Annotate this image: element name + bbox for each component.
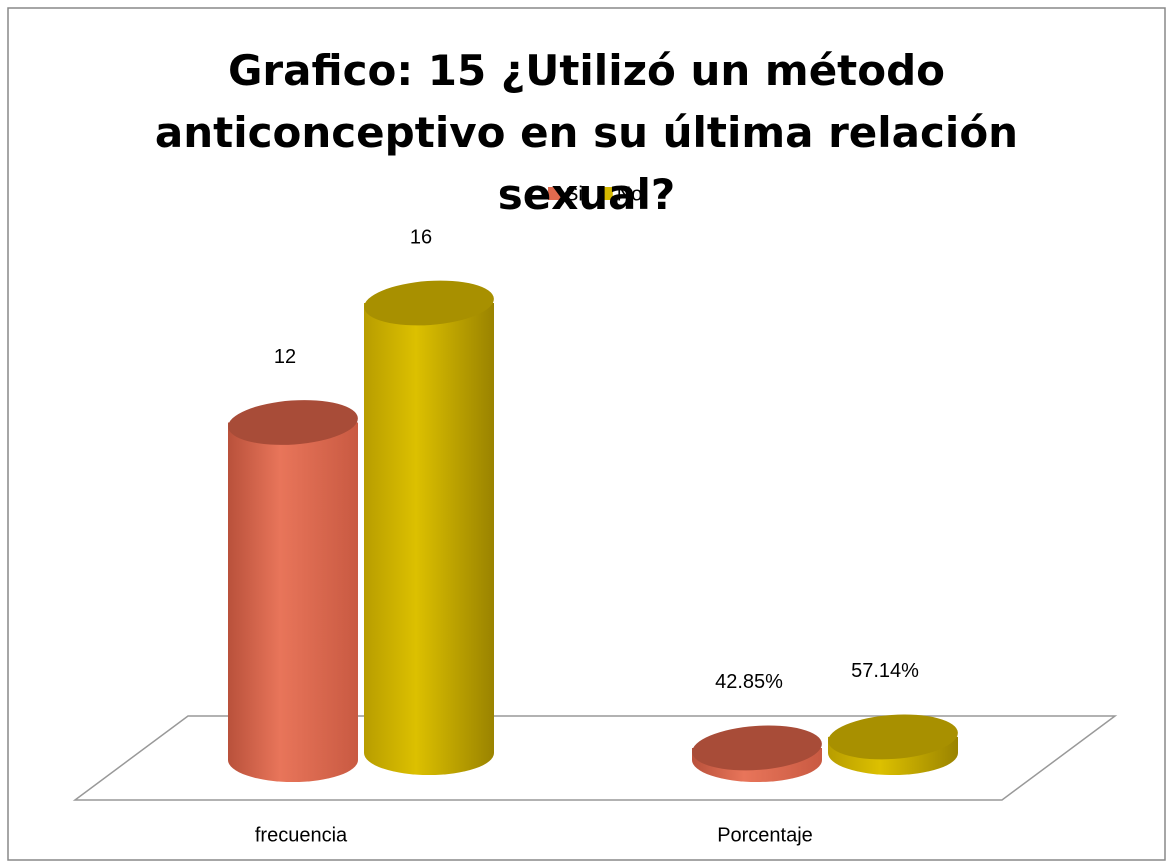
bar-top bbox=[364, 280, 494, 326]
data-label: 12 bbox=[274, 346, 296, 368]
legend-swatch bbox=[599, 187, 613, 200]
bar bbox=[828, 714, 958, 775]
bar-body bbox=[228, 422, 358, 782]
x-tick-label: Porcentaje bbox=[717, 824, 813, 846]
data-label: 57.14% bbox=[851, 660, 919, 682]
legend-swatch bbox=[548, 187, 561, 200]
x-tick-label: frecuencia bbox=[255, 824, 348, 846]
bar-top bbox=[692, 725, 822, 771]
bar bbox=[692, 725, 822, 782]
bar bbox=[228, 400, 358, 782]
bar bbox=[364, 280, 494, 775]
data-label: 42.85% bbox=[715, 671, 783, 693]
bar-top bbox=[828, 714, 958, 760]
data-label: 16 bbox=[410, 226, 432, 248]
legend-label: Si bbox=[565, 183, 583, 205]
bar-top bbox=[228, 400, 358, 445]
legend-label: No bbox=[617, 183, 643, 205]
chart-title: Grafico: 15 ¿Utilizó un método anticonce… bbox=[154, 46, 1019, 219]
bar-body bbox=[364, 303, 494, 775]
